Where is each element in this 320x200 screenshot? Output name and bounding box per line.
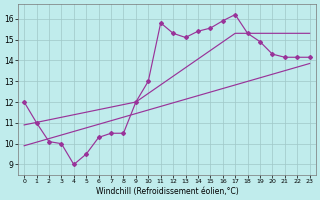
- X-axis label: Windchill (Refroidissement éolien,°C): Windchill (Refroidissement éolien,°C): [96, 187, 238, 196]
